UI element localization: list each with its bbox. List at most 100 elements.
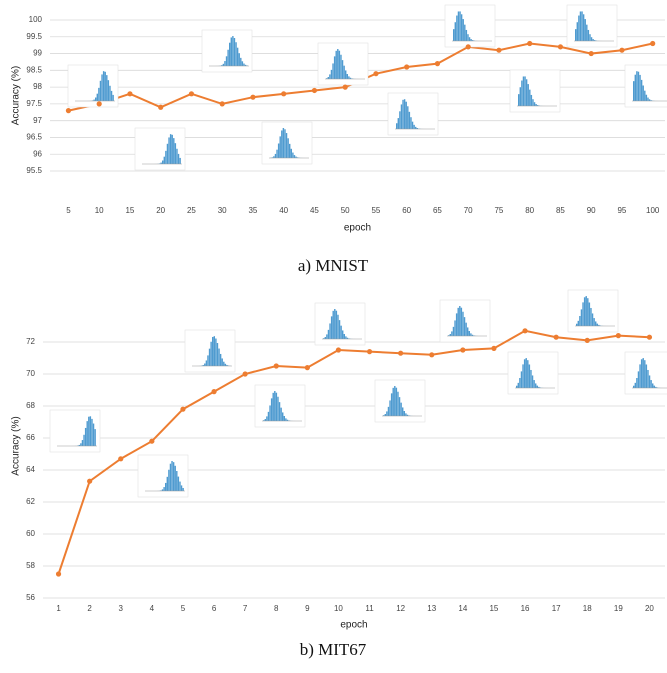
inset-bar (88, 416, 90, 446)
data-point (553, 334, 559, 340)
data-point (158, 104, 164, 110)
inset-bar (650, 380, 652, 388)
inset-bar (467, 34, 469, 41)
data-point (398, 350, 404, 356)
caption: b) MIT67 (300, 640, 367, 659)
inset-bar (340, 325, 342, 339)
x-tick-label: 7 (243, 604, 248, 613)
inset-bar (285, 133, 288, 158)
inset-bar (287, 138, 289, 158)
inset-bar (644, 90, 646, 101)
inset-bar (416, 128, 419, 129)
inset-bar (648, 375, 651, 388)
inset-bar (86, 421, 88, 446)
inset-bar (522, 364, 524, 388)
inset-bar (327, 77, 330, 79)
inset-bar (218, 348, 220, 366)
data-point (118, 456, 124, 462)
inset-bar (383, 415, 385, 416)
inset-bar (396, 123, 398, 129)
data-point (619, 47, 625, 53)
inset-bar (232, 36, 234, 66)
inset-bar (176, 471, 178, 491)
inset-bar (633, 385, 635, 388)
inset-bar (285, 418, 287, 421)
inset-bar (102, 71, 105, 101)
inset-bar (94, 429, 96, 446)
histogram-inset (567, 289, 619, 333)
x-tick-label: 10 (95, 206, 104, 215)
inset-bar (236, 47, 239, 66)
inset-bar (227, 49, 229, 66)
inset-bar (107, 80, 110, 101)
y-tick-label: 64 (26, 465, 35, 474)
inset-bar (171, 461, 173, 491)
x-tick-label: 85 (556, 206, 565, 215)
inset-bar (529, 89, 531, 106)
inset-bar (267, 411, 270, 421)
inset-bar (263, 420, 265, 421)
inset-bar (278, 402, 281, 421)
inset-bar (109, 85, 111, 101)
x-tick-label: 8 (274, 604, 279, 613)
inset-bar (532, 99, 534, 106)
inset-bar (402, 99, 404, 129)
inset-bar (575, 29, 577, 41)
y-tick-label: 97.5 (26, 99, 42, 108)
inset-bar (101, 74, 103, 101)
inset-bar (642, 358, 644, 388)
inset-bar (112, 94, 114, 101)
y-axis-label: Accuracy (%) (11, 66, 22, 125)
inset-bar (337, 49, 339, 79)
inset-bar (238, 53, 240, 66)
data-point (55, 571, 62, 577)
inset-bar (642, 85, 644, 101)
inset-bar (274, 391, 276, 421)
inset-bar (589, 34, 591, 41)
x-tick-label: 12 (396, 604, 405, 613)
data-point (65, 108, 72, 114)
x-tick-label: 15 (489, 604, 498, 613)
inset-bar (177, 153, 180, 164)
x-axis-label: epoch (344, 223, 371, 234)
x-tick-label: 4 (150, 604, 155, 613)
data-point (527, 40, 533, 47)
histogram-inset (49, 409, 101, 453)
inset-bar (408, 415, 410, 416)
inset-bar (576, 323, 578, 326)
inset-bar (176, 148, 178, 164)
inset-bar (202, 365, 204, 366)
inset-bar (592, 39, 594, 41)
y-tick-label: 58 (26, 561, 35, 570)
inset-bar (106, 75, 108, 101)
inset-bar (273, 156, 275, 158)
inset-bar (397, 118, 400, 129)
data-point (404, 64, 410, 70)
inset-bar (457, 11, 460, 41)
inset-bar (639, 364, 641, 388)
inset-bar (341, 60, 344, 79)
inset-bar (162, 160, 164, 164)
inset-bar (538, 386, 540, 388)
inset-bar (464, 24, 466, 41)
inset-bar (168, 137, 170, 164)
inset-bar (405, 101, 407, 129)
inset-bar (634, 382, 637, 388)
inset-bar (110, 90, 113, 101)
histogram-inset (387, 92, 439, 136)
y-tick-label: 96 (33, 149, 42, 158)
inset-bar (338, 50, 341, 79)
inset-bar (586, 24, 588, 41)
inset-bar (330, 69, 333, 79)
x-tick-label: 14 (458, 604, 467, 613)
inset-bar (467, 327, 469, 336)
data-point (584, 337, 590, 343)
inset-bar (637, 71, 640, 101)
inset-bar (528, 364, 531, 388)
data-point (188, 91, 195, 97)
inset-bar (400, 104, 403, 129)
x-tick-label: 65 (433, 206, 442, 215)
histogram-inset (507, 351, 559, 395)
inset-bar (329, 74, 331, 79)
inset-bar (576, 22, 579, 41)
